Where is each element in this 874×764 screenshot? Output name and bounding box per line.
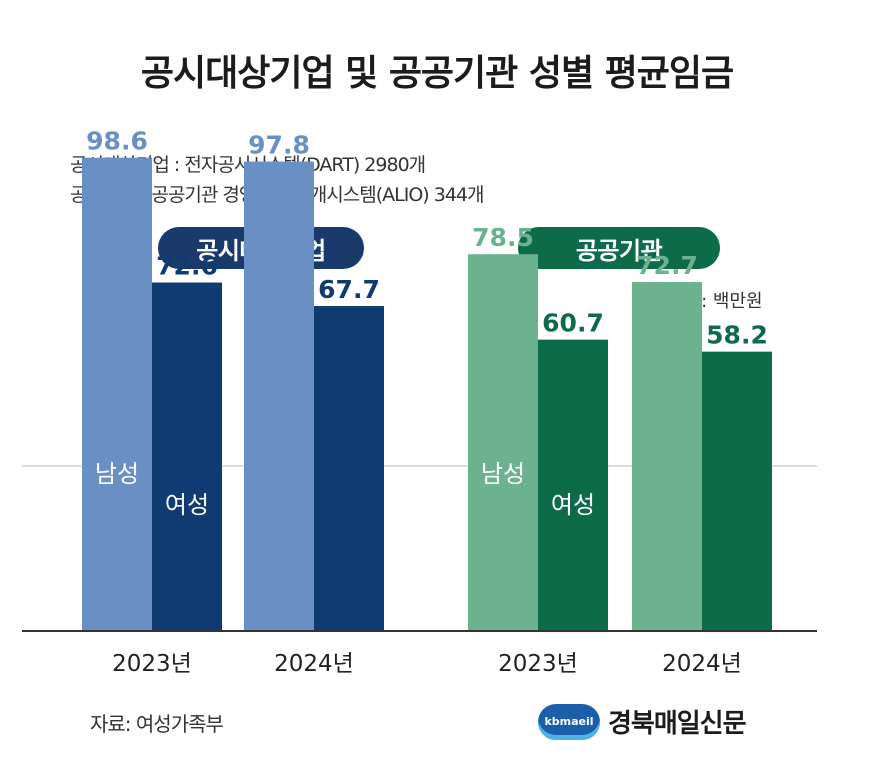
value-label-g1-c0-s0: 78.5 xyxy=(472,223,534,252)
logo-text: 경북매일신문 xyxy=(608,709,747,739)
value-label-g0-c0-s0: 98.6 xyxy=(86,127,148,156)
bar-g1-c0-s0 xyxy=(468,254,538,631)
series-label-g1-s1: 여성 xyxy=(551,491,595,519)
bar-g1-c1-s1 xyxy=(702,351,772,631)
series-label-g1-s0: 남성 xyxy=(481,460,525,488)
chart-title: 공시대상기업 및 공공기관 성별 평균임금 xyxy=(140,53,734,94)
bar-g0-c0-s1 xyxy=(152,282,222,631)
source-label: 자료: 여성가족부 xyxy=(90,712,224,736)
value-label-g0-c0-s1: 72.6 xyxy=(156,252,218,281)
publisher-logo: kbmaeil 경북매일신문 xyxy=(538,703,747,740)
group-label-public: 공공기관 xyxy=(518,227,720,269)
series-label-g0-s0: 남성 xyxy=(95,460,139,488)
bar-g0-c1-s0 xyxy=(244,161,314,631)
bar-g1-c0-s1 xyxy=(538,339,608,631)
category-label-g1-c1: 2024년 xyxy=(662,651,742,677)
value-label-g0-c1-s0: 97.8 xyxy=(248,131,310,160)
bar-g0-c0-s0 xyxy=(82,157,152,631)
category-label-g0-c1: 2024년 xyxy=(274,651,354,677)
bar-g0-c1-s1 xyxy=(314,306,384,631)
value-label-g1-c0-s1: 60.7 xyxy=(542,309,604,338)
category-label-g0-c0: 2023년 xyxy=(112,651,192,677)
category-label-g1-c0: 2023년 xyxy=(498,651,578,677)
logo-badge: kbmaeil xyxy=(538,703,600,740)
value-label-g0-c1-s1: 67.7 xyxy=(318,275,380,304)
value-label-g1-c1-s1: 58.2 xyxy=(706,321,768,350)
series-label-g0-s1: 여성 xyxy=(165,491,209,519)
bar-g1-c1-s0 xyxy=(632,282,702,631)
value-label-g1-c1-s0: 72.7 xyxy=(636,251,698,280)
